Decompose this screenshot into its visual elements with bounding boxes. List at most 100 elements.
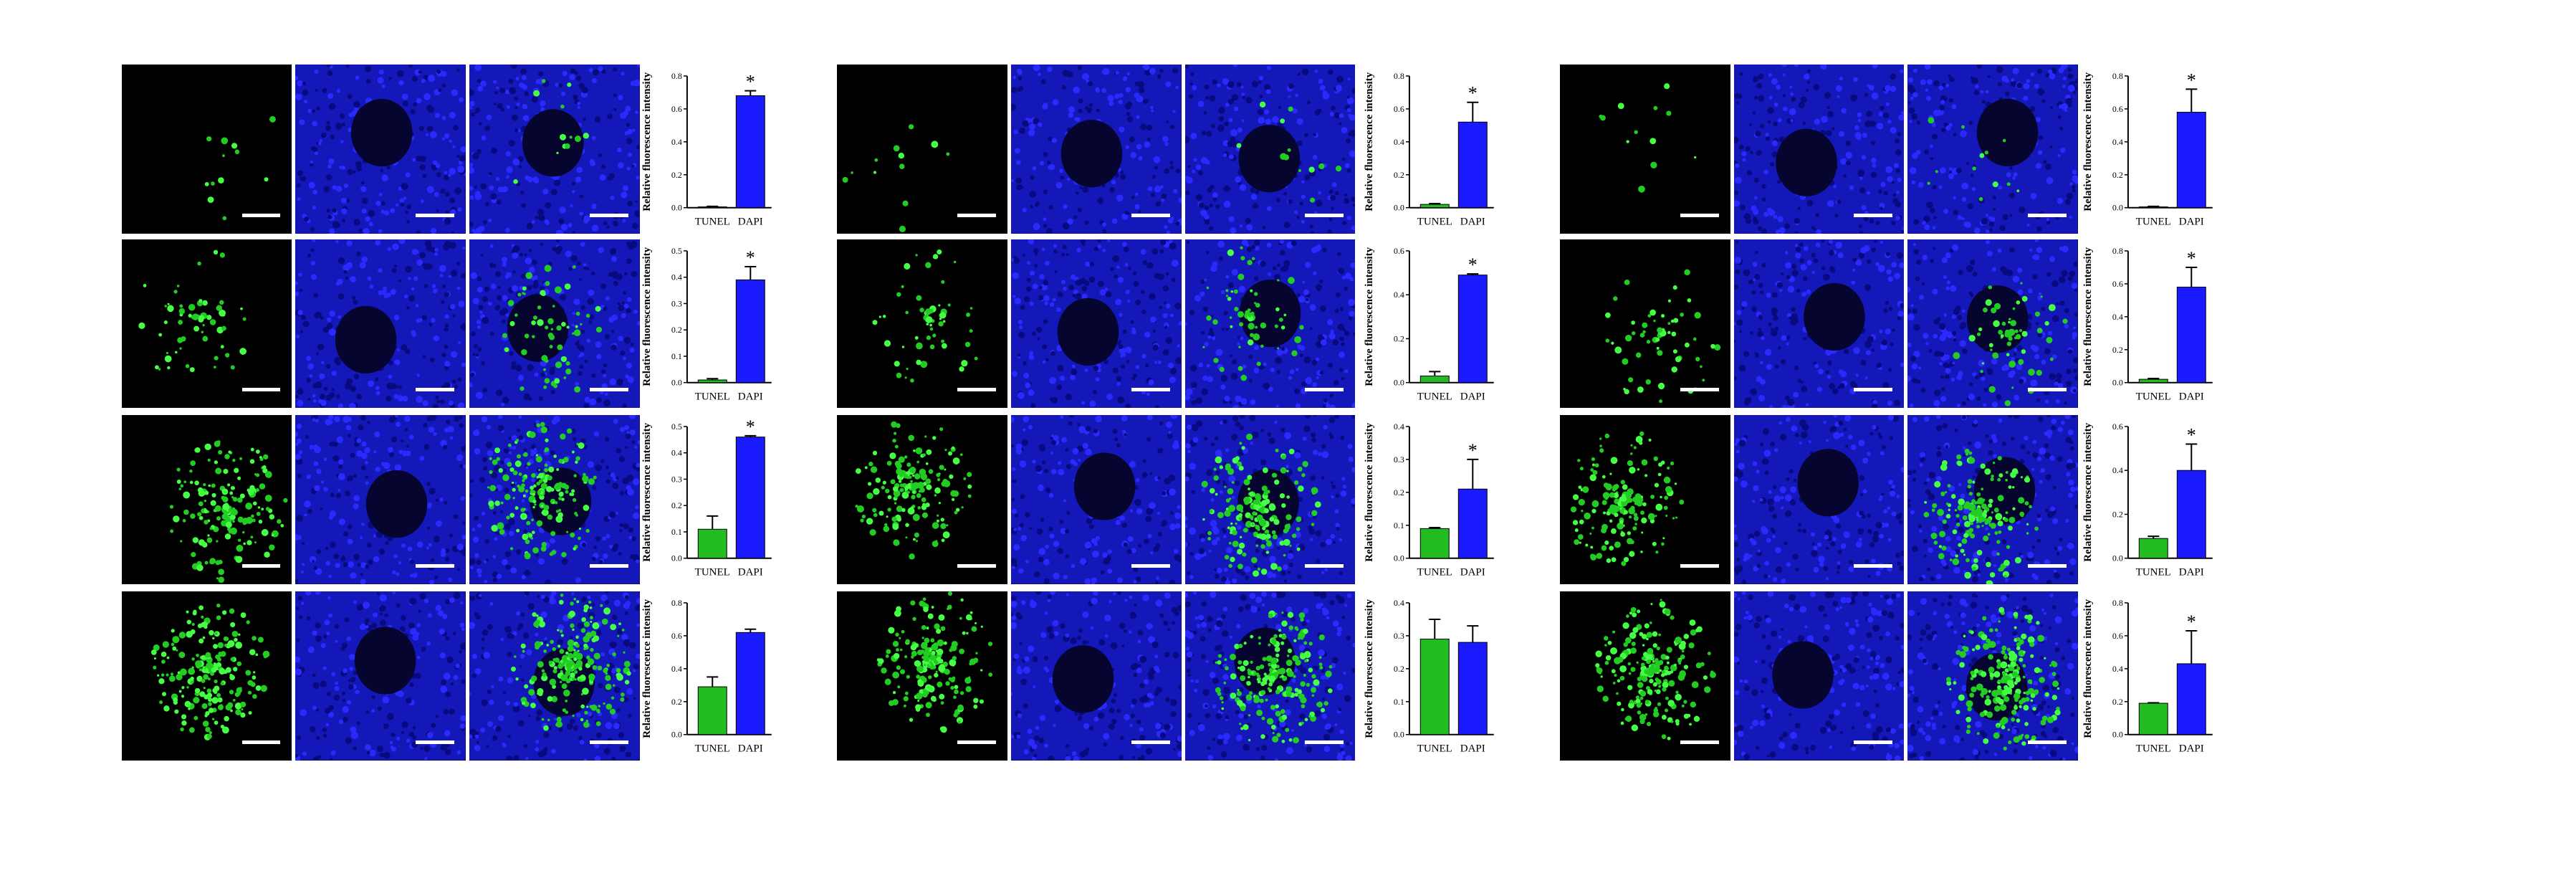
scale-bar xyxy=(416,388,455,392)
nucleus-dot xyxy=(570,68,576,74)
nucleus-dot xyxy=(527,714,531,718)
nucleus-dot xyxy=(1154,404,1159,409)
nucleus-dot xyxy=(1048,493,1054,498)
nucleus-dot xyxy=(1161,523,1165,528)
tunel-positive-cell xyxy=(905,536,908,539)
tunel-positive-cell xyxy=(543,725,549,731)
dapi-image xyxy=(1011,591,1182,761)
nucleus-dot xyxy=(383,285,388,290)
merge-micrograph xyxy=(1184,415,1356,584)
nucleus-dot xyxy=(591,135,596,140)
nucleus-dot xyxy=(312,630,318,636)
tunel-positive-cell xyxy=(1265,538,1269,542)
nucleus-dot xyxy=(423,283,428,288)
nucleus-dot xyxy=(1200,330,1205,335)
nucleus-dot xyxy=(335,563,341,568)
nucleus-dot xyxy=(1351,467,1356,473)
nucleus-dot xyxy=(310,227,315,232)
nucleus-dot xyxy=(1315,357,1319,361)
tunel-positive-cell xyxy=(966,312,971,317)
tunel-positive-cell xyxy=(153,657,156,659)
nucleus-dot xyxy=(339,518,346,525)
tunel-positive-cell xyxy=(566,325,570,329)
nucleus-dot xyxy=(444,730,451,737)
nucleus-dot xyxy=(1119,173,1126,180)
nucleus-dot xyxy=(636,175,640,180)
tunel-positive-cell xyxy=(965,341,971,347)
nucleus-dot xyxy=(1018,568,1024,574)
nucleus-dot xyxy=(310,260,316,265)
nucleus-dot xyxy=(1177,505,1181,510)
nucleus-dot xyxy=(412,75,418,82)
nucleus-dot xyxy=(478,226,484,232)
tunel-positive-cell xyxy=(544,377,550,384)
tunel-positive-cell xyxy=(202,335,208,342)
nucleus-dot xyxy=(337,403,344,409)
tunel-positive-cell xyxy=(888,627,895,634)
nucleus-dot xyxy=(1210,498,1215,502)
nucleus-dot xyxy=(354,106,359,111)
nucleus-dot xyxy=(1078,108,1083,113)
tunel-positive-cell xyxy=(532,492,536,497)
tunel-positive-cell xyxy=(156,674,160,677)
nucleus-dot xyxy=(535,216,538,219)
tunel-positive-cell xyxy=(567,428,573,434)
tunel-positive-cell xyxy=(1231,530,1237,536)
tunel-positive-cell xyxy=(213,365,216,368)
tunel-positive-cell xyxy=(932,333,937,338)
tunel-positive-cell xyxy=(166,305,174,312)
nucleus-dot xyxy=(1205,469,1213,477)
tunel-positive-cell xyxy=(568,610,576,618)
tunel-positive-cell xyxy=(509,513,515,518)
tunel-positive-cell xyxy=(537,490,542,495)
nucleus-dot xyxy=(318,569,322,573)
tunel-positive-cell xyxy=(564,282,571,290)
nucleus-dot xyxy=(1341,275,1346,280)
nucleus-dot xyxy=(1125,87,1131,92)
tunel-positive-cell xyxy=(566,657,570,660)
nucleus-dot xyxy=(1203,110,1207,115)
nucleus-dot xyxy=(520,612,525,617)
nucleus-dot xyxy=(469,692,471,696)
nucleus-dot xyxy=(485,442,493,449)
nucleus-dot xyxy=(361,441,368,447)
nucleus-dot xyxy=(551,591,557,596)
nucleus-dot xyxy=(1339,538,1343,542)
nucleus-dot xyxy=(457,165,465,173)
nucleus-dot xyxy=(386,165,391,169)
nucleus-dot xyxy=(297,473,302,479)
nucleus-dot xyxy=(427,731,434,738)
nucleus-dot xyxy=(460,146,466,153)
nucleus-dot xyxy=(1337,323,1344,330)
nucleus-dot xyxy=(1093,365,1099,371)
tunel-positive-cell xyxy=(1224,555,1230,560)
nucleus-dot xyxy=(381,289,388,295)
nucleus-dot xyxy=(1210,123,1215,128)
nucleus-dot xyxy=(1312,155,1318,160)
nucleus-dot xyxy=(352,295,356,300)
nucleus-dot xyxy=(1050,437,1053,440)
nucleus-dot xyxy=(378,229,383,234)
nucleus-dot xyxy=(471,528,476,532)
nucleus-dot xyxy=(535,715,541,721)
nucleus-dot xyxy=(435,113,441,118)
tunel-positive-cell xyxy=(1245,512,1251,519)
tunel-positive-cell xyxy=(1308,166,1315,173)
nucleus-dot xyxy=(611,329,615,333)
nucleus-dot xyxy=(1312,133,1316,137)
nucleus-dot xyxy=(522,103,528,110)
tunel-positive-cell xyxy=(176,467,181,472)
tunel-positive-cell xyxy=(917,482,925,490)
tunel-positive-cell xyxy=(943,531,950,539)
tunel-positive-cell xyxy=(965,686,972,692)
nucleus-dot xyxy=(1093,246,1099,251)
nucleus-dot xyxy=(445,599,451,604)
nucleus-dot xyxy=(1111,218,1118,224)
nucleus-dot xyxy=(560,293,567,300)
nucleus-dot xyxy=(342,166,346,170)
nucleus-dot xyxy=(1231,93,1238,101)
nucleus-dot xyxy=(296,606,300,610)
tunel-positive-cell xyxy=(204,181,209,186)
nucleus-dot xyxy=(393,554,398,558)
